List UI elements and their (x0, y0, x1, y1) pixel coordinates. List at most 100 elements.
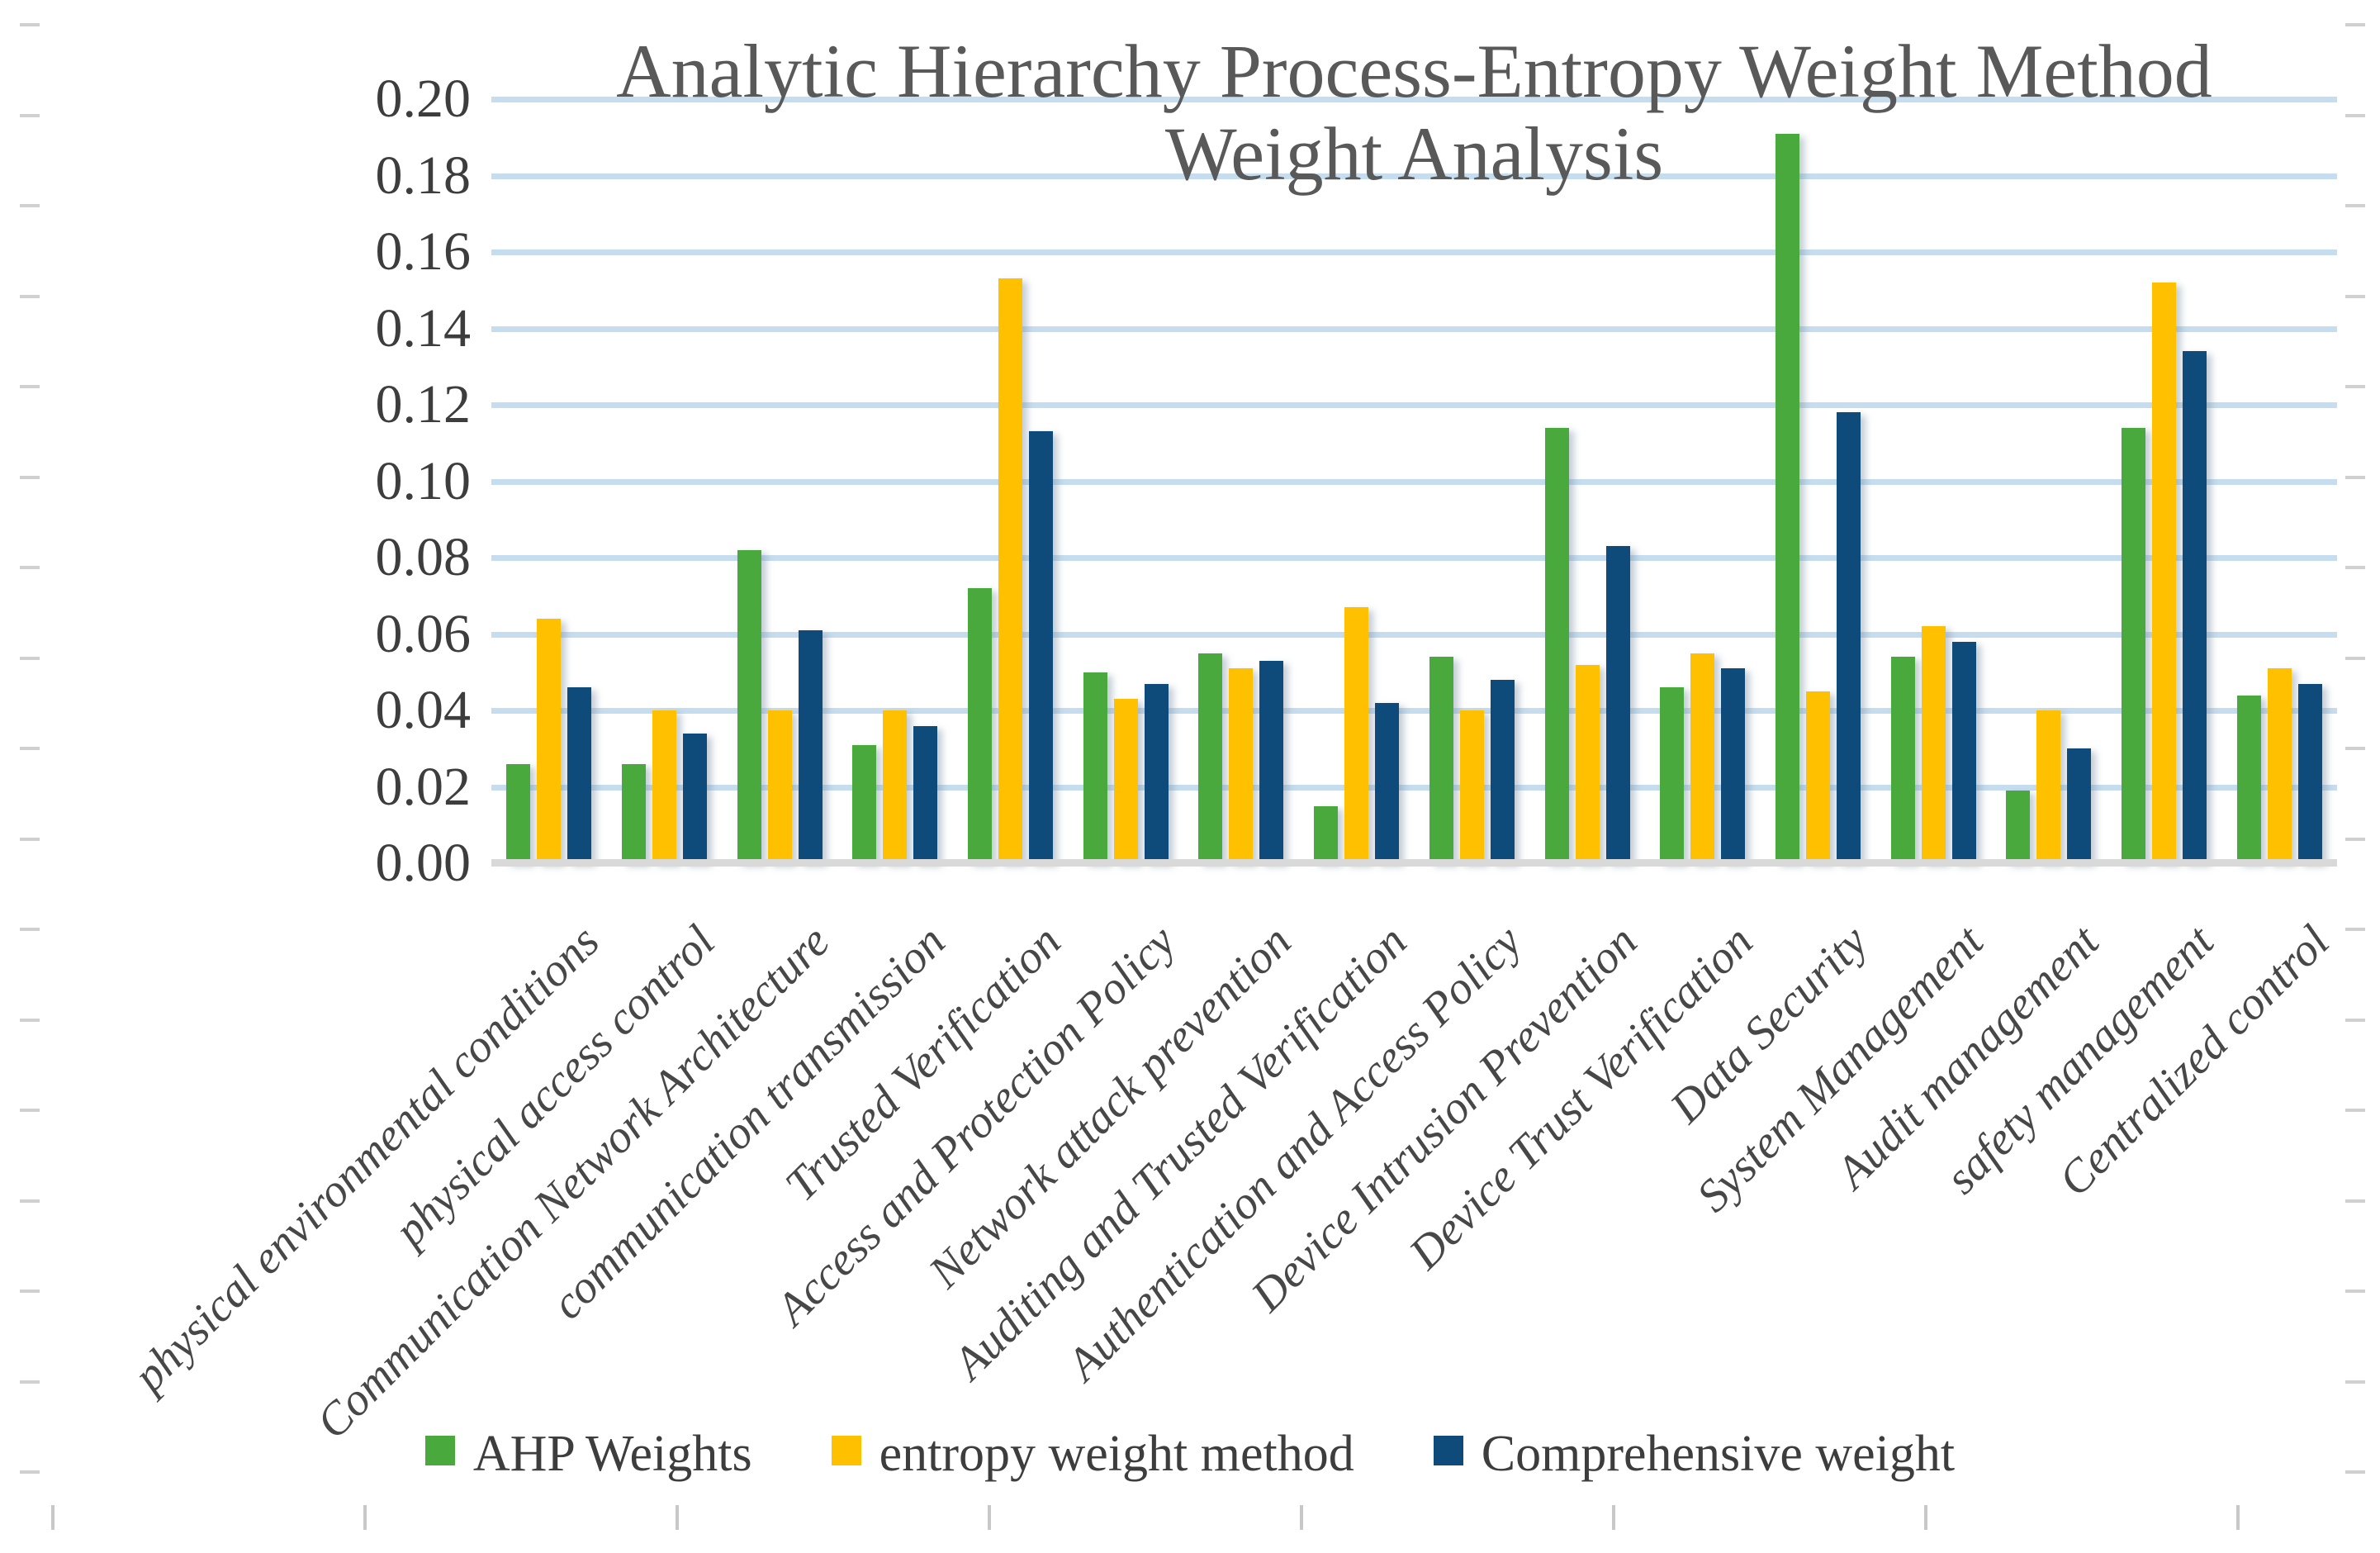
bar-ahp-weights (2006, 791, 2031, 863)
bar-comprehensive-weight (1951, 642, 1976, 863)
bar-ahp-weights (1660, 687, 1685, 863)
bar-group-device-trust-verification (1660, 99, 1746, 863)
bar-ahp-weights (1198, 653, 1223, 863)
edge-tick-left (20, 385, 40, 388)
gridline (491, 708, 2337, 714)
bar-comprehensive-weight (1605, 546, 1630, 863)
gridline (491, 249, 2337, 255)
chart-title: Analytic Hierarchy Process-Entropy Weigh… (491, 30, 2337, 195)
bar-entropy-weight-method (2151, 283, 2176, 863)
y-tick-label: 0.06 (375, 603, 472, 664)
legend-item-entropy-weight-method: entropy weight method (831, 1426, 1354, 1482)
bar-ahp-weights (2121, 428, 2145, 863)
bar-entropy-weight-method (998, 278, 1023, 863)
legend-label: entropy weight method (879, 1426, 1354, 1482)
y-tick-label: 0.02 (375, 756, 472, 817)
edge-tick-right (2345, 385, 2365, 388)
bar-entropy-weight-method (883, 710, 908, 863)
edge-tick-left (20, 475, 40, 479)
legend-swatch-comprehensive-weight (1433, 1436, 1463, 1465)
bar-ahp-weights (1775, 134, 1799, 863)
bar-entropy-weight-method (767, 710, 792, 863)
edge-tick-bottom (1924, 1505, 1927, 1530)
bar-comprehensive-weight (1375, 703, 1400, 863)
x-axis-line (491, 859, 2337, 867)
edge-tick-left (20, 656, 40, 660)
bar-ahp-weights (506, 764, 531, 863)
edge-tick-bottom (2236, 1505, 2240, 1530)
edge-tick-right (2345, 566, 2365, 569)
gridline (491, 173, 2337, 179)
bar-entropy-weight-method (2036, 710, 2061, 863)
bar-ahp-weights (622, 764, 647, 863)
edge-tick-left (20, 928, 40, 931)
bar-comprehensive-weight (798, 630, 823, 863)
legend-item-comprehensive-weight: Comprehensive weight (1433, 1426, 1956, 1482)
edge-tick-bottom (363, 1505, 367, 1530)
bar-group-physical-access-control (622, 99, 708, 863)
bar-entropy-weight-method (1344, 607, 1369, 863)
legend-label: Comprehensive weight (1481, 1426, 1956, 1482)
edge-tick-left (20, 566, 40, 569)
y-tick-label: 0.14 (375, 297, 472, 359)
bar-entropy-weight-method (537, 619, 562, 863)
bar-comprehensive-weight (2297, 684, 2322, 863)
y-tick-label: 0.18 (375, 145, 472, 206)
bar-ahp-weights (852, 745, 877, 863)
bar-ahp-weights (1544, 428, 1569, 863)
edge-tick-left (20, 204, 40, 207)
edge-tick-right (2345, 475, 2365, 479)
bar-comprehensive-weight (1259, 661, 1284, 863)
bar-group-system-management (1890, 99, 1976, 863)
bar-entropy-weight-method (1459, 710, 1484, 863)
bar-ahp-weights (1314, 806, 1339, 863)
bar-entropy-weight-method (1921, 626, 1946, 863)
bar-entropy-weight-method (1690, 653, 1715, 863)
edge-tick-right (2345, 928, 2365, 931)
edge-tick-right (2345, 204, 2365, 207)
gridline (491, 631, 2337, 638)
bar-comprehensive-weight (1490, 680, 1515, 863)
edge-tick-right (2345, 1289, 2365, 1293)
legend-swatch-ahp-weights (424, 1436, 455, 1465)
edge-tick-right (2345, 837, 2365, 841)
bar-group-physical-environmental-conditions (506, 99, 592, 863)
edge-tick-left (20, 1199, 40, 1203)
gridline (491, 402, 2337, 408)
legend: AHP Weights entropy weight method Comprehe… (0, 1427, 2380, 1480)
y-tick-label: 0.04 (375, 680, 472, 740)
edge-tick-right (2345, 113, 2365, 117)
y-tick-label: 0.00 (375, 833, 472, 893)
bar-group-communication-transmission (852, 99, 938, 863)
bar-ahp-weights (968, 588, 993, 863)
edge-tick-right (2345, 294, 2365, 298)
bar-group-audit-management (2006, 99, 2092, 863)
gridline (491, 784, 2337, 791)
edge-tick-bottom (51, 1505, 55, 1530)
edge-tick-left (20, 837, 40, 841)
edge-tick-left (20, 113, 40, 117)
edge-tick-right (2345, 23, 2365, 26)
bar-comprehensive-weight (1836, 412, 1861, 863)
y-tick-label: 0.16 (375, 221, 472, 282)
gridline (491, 478, 2337, 485)
edge-tick-bottom (988, 1505, 991, 1530)
edge-tick-left (20, 1470, 40, 1474)
bar-comprehensive-weight (2067, 748, 2092, 863)
bar-comprehensive-weight (1721, 668, 1746, 863)
bar-group-safety-management (2121, 99, 2207, 863)
x-category-label: physical environmental conditions (123, 915, 609, 1402)
edge-tick-left (20, 747, 40, 750)
y-tick-label: 0.12 (375, 374, 472, 435)
y-tick-label: 0.08 (375, 527, 472, 587)
plot-area (491, 97, 2337, 867)
bar-group-network-attack-prevention (1198, 99, 1284, 863)
bar-group-device-intrusion-prevention (1544, 99, 1630, 863)
bar-entropy-weight-method (2267, 668, 2292, 863)
edge-tick-right (2345, 656, 2365, 660)
edge-tick-right (2345, 1199, 2365, 1203)
edge-tick-bottom (1300, 1505, 1303, 1530)
edge-tick-right (2345, 1380, 2365, 1384)
edge-tick-left (20, 1109, 40, 1112)
